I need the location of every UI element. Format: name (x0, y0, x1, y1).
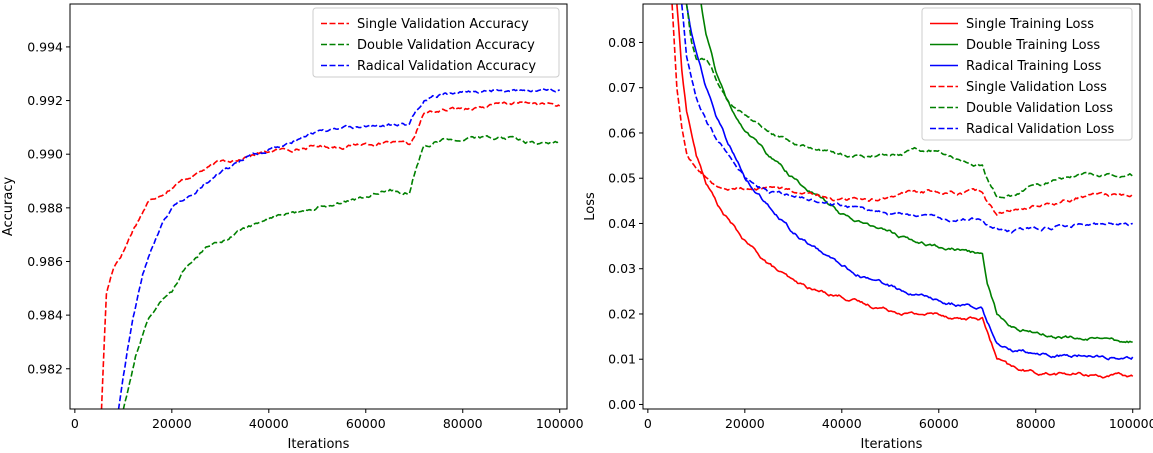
legend-entry-label: Radical Validation Loss (966, 122, 1115, 137)
y-tick-label: 0.07 (608, 80, 636, 95)
legend-box (921, 7, 1133, 141)
loss-x-axis-label: Iterations (861, 437, 923, 452)
y-tick-label: 0.982 (27, 361, 63, 376)
series-line-double-training-loss (700, 4, 1133, 344)
series-line-single-validation-accuracy (100, 100, 561, 409)
legend-entry-label: Radical Training Loss (966, 59, 1102, 74)
accuracy-legend: Single Validation Accuracy Double Validat… (312, 7, 560, 78)
y-tick-label: 0.02 (608, 306, 636, 321)
legend-entry-label: Single Validation Accuracy (357, 17, 529, 32)
y-tick-label: 0.00 (608, 397, 636, 412)
y-tick-label: 0.06 (608, 125, 636, 140)
y-tick-label: 0.986 (27, 254, 63, 269)
legend-entry-label: Single Validation Loss (966, 80, 1107, 95)
accuracy-y-axis-label: Accuracy (1, 177, 16, 237)
legend-entry-label: Single Training Loss (966, 17, 1094, 32)
x-tick-label: 40000 (249, 416, 289, 431)
loss-y-axis-label: Loss (583, 192, 598, 221)
legend-entry-label: Double Training Loss (966, 38, 1100, 53)
y-tick-label: 0.01 (608, 352, 636, 367)
x-tick-label: 60000 (346, 416, 386, 431)
loss-legend: Single Training Loss Double Training Loss… (921, 7, 1133, 141)
y-tick-label: 0.08 (608, 35, 636, 50)
x-tick-label: 40000 (822, 416, 862, 431)
x-tick-label: 20000 (152, 416, 192, 431)
legend-entry-label: Double Validation Loss (966, 101, 1113, 116)
y-tick-label: 0.03 (608, 261, 636, 276)
series-line-radical-training-loss (685, 4, 1134, 361)
x-tick-label: 20000 (725, 416, 765, 431)
x-tick-label: 0 (71, 416, 79, 431)
legend-entry-label: Radical Validation Accuracy (357, 59, 536, 74)
series-line-radical-validation-loss (681, 4, 1133, 234)
loss-chart: 0 20000 40000 60000 80000 100000 0.00 0.01 0.02 0… (583, 3, 1153, 452)
series-line-double-validation-accuracy (122, 134, 561, 409)
accuracy-series-group (100, 87, 561, 409)
x-tick-label: 60000 (919, 416, 959, 431)
series-line-double-validation-loss (685, 4, 1134, 199)
x-tick-label: 100000 (1109, 416, 1153, 431)
x-tick-label: 80000 (443, 416, 483, 431)
y-tick-label: 0.992 (27, 93, 63, 108)
loss-series-group (671, 4, 1134, 379)
loss-axes-frame (642, 3, 1141, 410)
x-tick-label: 0 (644, 416, 652, 431)
y-tick-label: 0.990 (27, 147, 63, 162)
x-tick-label: 80000 (1016, 416, 1056, 431)
y-tick-label: 0.05 (608, 171, 636, 186)
legend-box (312, 7, 560, 78)
accuracy-chart: 0 20000 40000 60000 80000 100000 0.982 0.984 0.9… (1, 3, 584, 452)
series-line-single-validation-loss (671, 4, 1134, 216)
series-line-single-training-loss (676, 4, 1134, 379)
y-tick-label: 0.984 (27, 308, 63, 323)
legend-entry-label: Double Validation Accuracy (357, 38, 535, 53)
y-tick-label: 0.988 (27, 200, 63, 215)
y-tick-label: 0.04 (608, 216, 636, 231)
accuracy-axes-frame (69, 3, 568, 410)
y-tick-label: 0.994 (27, 39, 63, 54)
accuracy-x-axis-label: Iterations (288, 437, 350, 452)
series-line-radical-validation-accuracy (117, 87, 561, 409)
x-tick-label: 100000 (536, 416, 584, 431)
